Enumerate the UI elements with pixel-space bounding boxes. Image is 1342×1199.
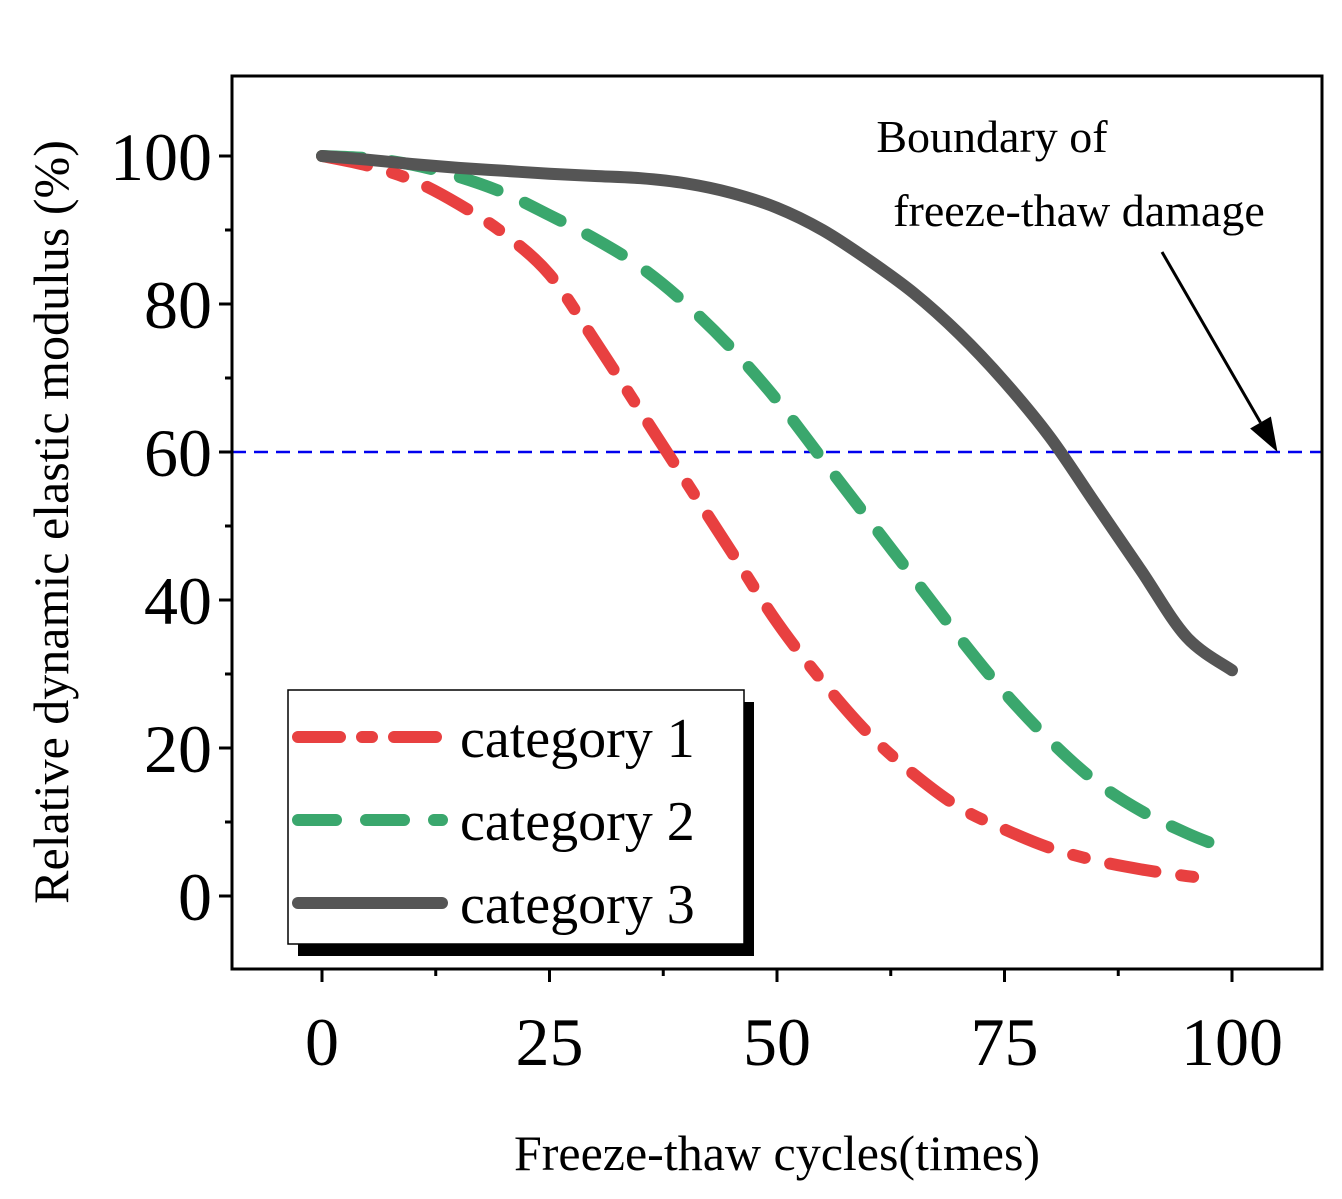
legend-label-2: category 2 (460, 791, 695, 853)
x-tick-label: 100 (1181, 1004, 1283, 1080)
legend: category 1 category 2 category 3 (287, 689, 754, 956)
x-tick-label: 25 (516, 1004, 584, 1080)
y-tick-label: 100 (110, 119, 212, 195)
x-tick-label: 50 (743, 1004, 811, 1080)
series-line-3 (316, 150, 1238, 677)
series-layer (316, 150, 1238, 885)
series-line-1 (316, 150, 1220, 885)
y-tick-label: 60 (144, 415, 212, 491)
plot-frame (230, 74, 1324, 971)
annotation-line-2: freeze-thaw damage (893, 185, 1265, 236)
legend-label-1: category 1 (460, 708, 695, 770)
x-axis: 0 25 50 75 100 (305, 969, 1283, 1080)
x-tick-label: 0 (305, 1004, 339, 1080)
y-axis-label: Relative dynamic elastic modulus (%) (23, 140, 79, 904)
annotation-arrow (1160, 251, 1262, 424)
legend-label-3: category 3 (460, 874, 695, 936)
y-tick-label: 40 (144, 563, 212, 639)
y-axis: 0 20 40 60 80 100 (110, 119, 232, 935)
annotation-line-1: Boundary of (876, 111, 1108, 162)
x-axis-label: Freeze-thaw cycles(times) (514, 1125, 1040, 1181)
y-tick-label: 0 (178, 859, 212, 935)
x-tick-label: 75 (971, 1004, 1039, 1080)
y-tick-label: 80 (144, 267, 212, 343)
y-tick-label: 20 (144, 711, 212, 787)
annotation: Boundary of freeze-thaw damage (876, 111, 1278, 452)
series-line-2 (316, 150, 1220, 851)
annotation-arrowhead (1250, 416, 1278, 452)
